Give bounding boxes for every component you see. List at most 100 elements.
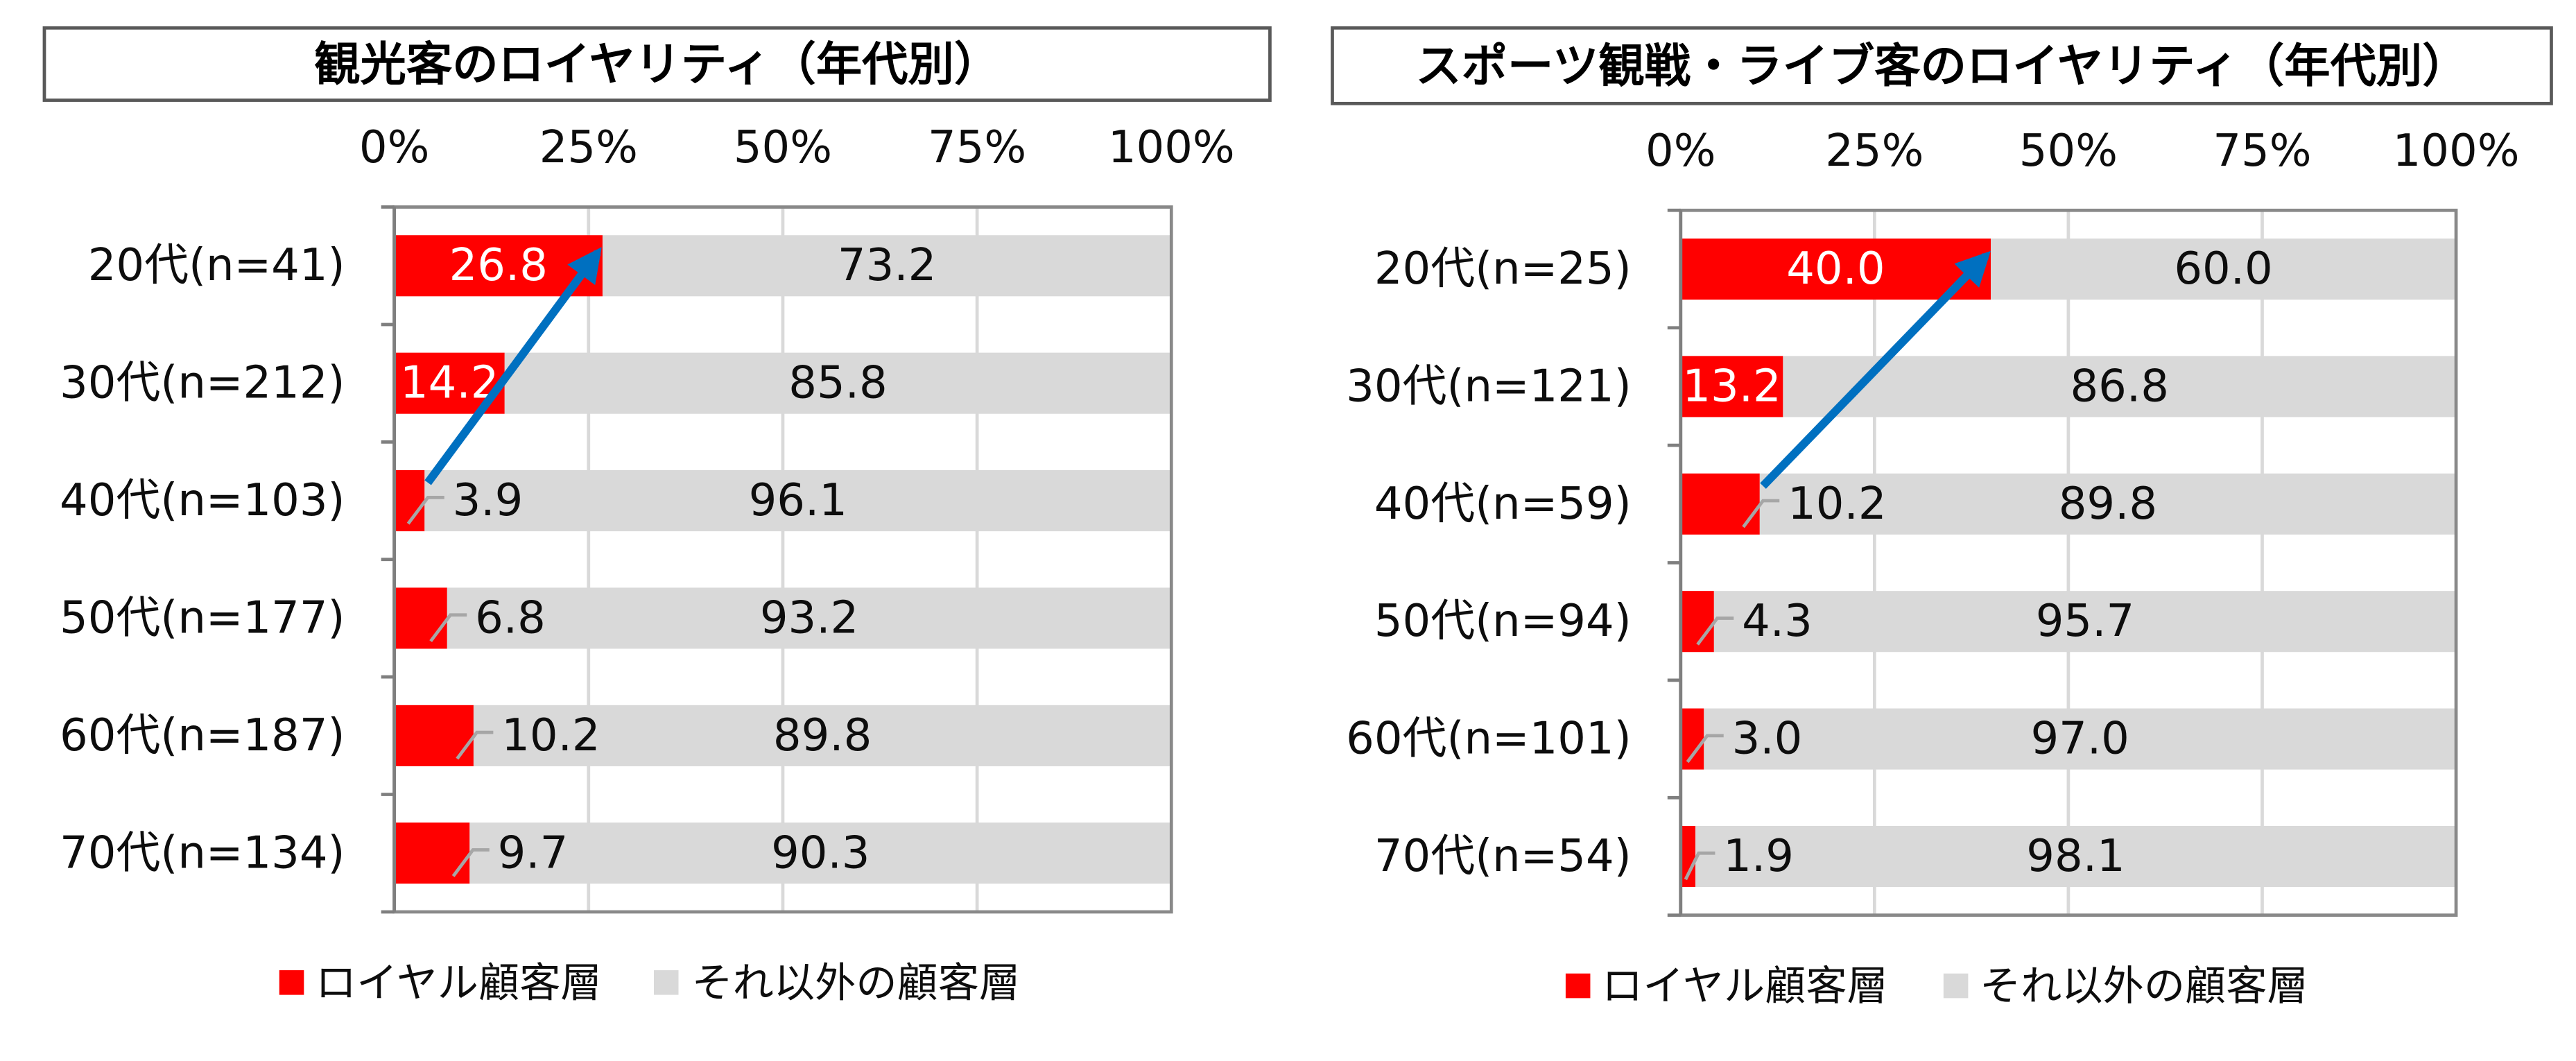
legend-swatch-other (653, 970, 679, 995)
other-customer-bar (447, 587, 1172, 649)
other-customer-bar (424, 470, 1172, 532)
title-box (42, 26, 1272, 102)
gridlines (1872, 210, 2264, 915)
bars (1680, 238, 2457, 888)
loyal-value-label: 9.7 (498, 827, 569, 879)
bar-row (1680, 591, 2457, 653)
other-customer-bar (504, 352, 1172, 414)
other-customer-bar (1991, 238, 2457, 300)
loyal-value-label: 40.0 (1786, 243, 1885, 295)
tick-label: 25% (539, 122, 638, 173)
legend-swatch-other (1943, 973, 1969, 999)
plot-area: 20代(n=25) 30代(n=121) 40代(n=59) 50代(n=94) 60代… (1346, 126, 2519, 917)
category-label: 50代(n=94) (1374, 596, 1632, 647)
title-box (1331, 26, 2553, 105)
loyal-value-label: 10.2 (501, 710, 600, 761)
other-value-label: 89.8 (2059, 478, 2157, 530)
bar-row (1680, 473, 2457, 535)
legend-label-other: それ以外の顧客層 (1980, 962, 2308, 1010)
tick-label: 25% (1825, 126, 1924, 177)
bar-row (394, 470, 1172, 532)
loyal-customer-bar (1680, 356, 1783, 417)
other-customer-bar (602, 235, 1172, 297)
other-customer-bar (473, 705, 1172, 766)
category-label: 70代(n=134) (60, 827, 345, 879)
tick-label: 0% (359, 122, 429, 173)
legend-item-other: それ以外の顧客層 (653, 958, 1020, 1006)
legend-swatch-loyal (1565, 973, 1591, 999)
loyal-customer-bar (394, 587, 447, 649)
loyal-value-label: 10.2 (1788, 478, 1886, 530)
other-value-label: 60.0 (2174, 243, 2272, 295)
tick-label: 100% (1108, 122, 1235, 173)
bars (394, 235, 1172, 884)
leader-line (1686, 734, 1724, 764)
trend-arrow (1760, 250, 1991, 489)
category-label: 30代(n=212) (60, 358, 345, 409)
leader-line (1696, 616, 1734, 646)
legend-item-other: それ以外の顧客層 (1943, 962, 2308, 1010)
chart-title: スポーツ観戦・ライブ客のロイヤリティ（年代別） (1415, 39, 2468, 93)
other-value-label: 97.0 (2030, 714, 2129, 765)
chart-title: 観光客のロイヤリティ（年代別） (314, 37, 1000, 91)
leader-line (451, 848, 490, 877)
other-value-label: 90.3 (771, 827, 870, 879)
legend-swatch-loyal (279, 970, 304, 995)
legend-label-loyal: ロイヤル顧客層 (315, 958, 602, 1006)
bar-row (1680, 238, 2457, 300)
legend-item-loyal: ロイヤル顧客層 (279, 958, 602, 1006)
loyal-value-label: 6.8 (475, 592, 546, 644)
category-label: 70代(n=54) (1374, 831, 1632, 882)
loyal-value-label: 26.8 (449, 240, 548, 291)
leader-line (1684, 851, 1715, 881)
loyal-customer-bar (394, 705, 474, 766)
loyal-value-label: 1.9 (1723, 831, 1794, 882)
other-customer-bar (469, 822, 1172, 884)
data-labels: 40.0 60.0 13.2 86.8 10.2 89.8 4.3 95.7 3.0 97.0 1.… (1682, 243, 2272, 882)
trend-arrow (424, 247, 602, 485)
bar-row (394, 587, 1172, 649)
other-customer-bar (1713, 591, 2457, 653)
other-value-label: 85.8 (788, 358, 887, 409)
category-label: 30代(n=121) (1346, 361, 1632, 412)
loyal-customer-bar (1680, 591, 1714, 653)
loyal-customer-bar (1680, 708, 1704, 770)
bar-row (1680, 825, 2457, 888)
legend: ロイヤル顧客層 それ以外の顧客層 (1565, 962, 2308, 1010)
loyal-value-label: 14.2 (400, 358, 499, 409)
other-customer-bar (1704, 708, 2457, 770)
other-customer-bar (1759, 473, 2457, 535)
category-label: 60代(n=101) (1346, 714, 1632, 765)
tick-label: 50% (2019, 126, 2118, 177)
legend-label-other: それ以外の顧客層 (691, 958, 1020, 1006)
loyal-customer-bar (1680, 238, 1991, 300)
category-label: 20代(n=25) (1374, 243, 1632, 295)
other-customer-bar (1783, 356, 2457, 417)
loyal-customer-bar (394, 822, 470, 884)
other-value-label: 73.2 (838, 240, 936, 291)
leader-line (1742, 499, 1780, 528)
data-labels: 26.8 73.2 14.2 85.8 3.9 96.1 6.8 93.2 10.2 89.8 9.… (400, 240, 936, 879)
other-value-label: 98.1 (2026, 831, 2125, 882)
tick-label: 100% (2393, 126, 2520, 177)
category-axis: 20代(n=41) 30代(n=212) 40代(n=103) 50代(n=177) 6… (60, 205, 396, 914)
tourist-loyalty-chart: 観光客のロイヤリティ（年代別） 20代(n=41) 30代(n=212) 40代(n… (42, 26, 1272, 1006)
tick-label: 50% (734, 122, 832, 173)
loyal-customer-bar (1680, 473, 1760, 535)
sports-live-loyalty-chart: スポーツ観戦・ライブ客のロイヤリティ（年代別） 20代(n=25) 30代(n=1… (1331, 26, 2553, 1010)
bar-row (1680, 356, 2457, 417)
legend: ロイヤル顧客層 それ以外の顧客層 (279, 958, 1020, 1006)
value-axis: 0% 25% 50% 75% 100% (1645, 126, 2519, 177)
loyal-value-label: 3.0 (1732, 714, 1803, 765)
plot-area: 20代(n=41) 30代(n=212) 40代(n=103) 50代(n=177) 6… (60, 122, 1235, 914)
leader-line (406, 495, 444, 525)
loyal-value-label: 13.2 (1682, 361, 1781, 412)
tick-label: 0% (1645, 126, 1715, 177)
bar-row (1680, 708, 2457, 770)
loyal-value-label: 4.3 (1742, 596, 1813, 647)
gridlines (587, 207, 979, 912)
category-label: 40代(n=103) (60, 475, 345, 526)
legend-label-loyal: ロイヤル顧客層 (1602, 962, 1888, 1010)
legend-item-loyal: ロイヤル顧客層 (1565, 962, 1888, 1010)
